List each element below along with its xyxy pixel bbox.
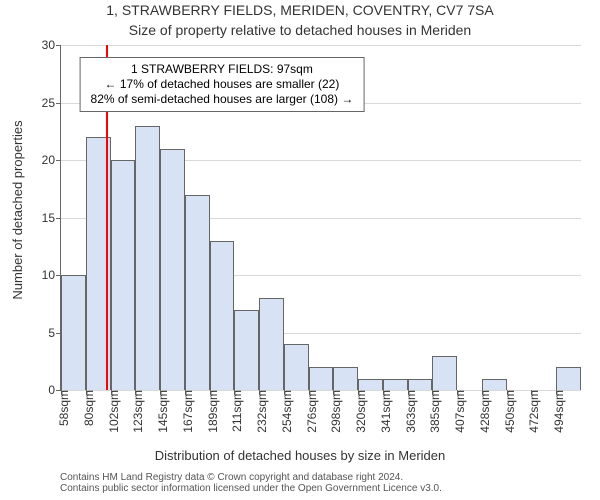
x-tick-label: 494sqm [546, 390, 566, 433]
x-tick-label: 428sqm [472, 390, 492, 433]
chart-title-line2: Size of property relative to detached ho… [0, 22, 600, 38]
bar [482, 379, 507, 391]
bar [111, 160, 136, 390]
bar [234, 310, 259, 391]
x-tick-label: 102sqm [101, 390, 121, 433]
y-tick-label: 15 [42, 211, 61, 225]
x-tick-label: 341sqm [373, 390, 393, 433]
bar [160, 149, 185, 391]
bar [259, 298, 284, 390]
x-axis-label: Distribution of detached houses by size … [0, 448, 600, 463]
bar [358, 379, 383, 391]
bar [185, 195, 210, 391]
credits-line1: Contains HM Land Registry data © Crown c… [60, 472, 442, 483]
bar [432, 356, 457, 391]
x-tick-label: 232sqm [249, 390, 269, 433]
x-tick-label: 189sqm [200, 390, 220, 433]
annotation-line: 1 STRAWBERRY FIELDS: 97sqm [91, 62, 354, 77]
annotation-box: 1 STRAWBERRY FIELDS: 97sqm← 17% of detac… [80, 57, 365, 112]
plot-area: 05101520253058sqm80sqm102sqm123sqm145sqm… [60, 45, 581, 391]
x-tick-label: 472sqm [521, 390, 541, 433]
bar [383, 379, 408, 391]
x-tick-label: 58sqm [51, 390, 71, 426]
y-tick-label: 30 [42, 38, 61, 52]
bar [556, 367, 581, 390]
x-tick-label: 211sqm [224, 390, 244, 432]
credits: Contains HM Land Registry data © Crown c… [60, 472, 442, 494]
x-tick-label: 80sqm [76, 390, 96, 426]
x-tick-label: 123sqm [125, 390, 145, 433]
x-tick-label: 320sqm [348, 390, 368, 433]
chart-container: 1, STRAWBERRY FIELDS, MERIDEN, COVENTRY,… [0, 0, 600, 500]
bar [135, 126, 160, 391]
y-axis-label: Number of detached properties [10, 0, 25, 420]
x-tick-label: 276sqm [299, 390, 319, 433]
x-tick-label: 450sqm [497, 390, 517, 433]
credits-line2: Contains public sector information licen… [60, 483, 442, 494]
y-tick-label: 25 [42, 96, 61, 110]
x-tick-label: 254sqm [274, 390, 294, 433]
gridline-h [61, 45, 581, 46]
x-tick-label: 167sqm [175, 390, 195, 433]
bar [333, 367, 358, 390]
y-tick-label: 5 [48, 326, 61, 340]
annotation-line: ← 17% of detached houses are smaller (22… [91, 77, 354, 92]
x-tick-label: 363sqm [398, 390, 418, 433]
x-tick-label: 145sqm [150, 390, 170, 433]
bar [210, 241, 235, 391]
annotation-line: 82% of semi-detached houses are larger (… [91, 92, 354, 107]
bar [284, 344, 309, 390]
x-tick-label: 407sqm [447, 390, 467, 433]
bar [309, 367, 334, 390]
bar [61, 275, 86, 390]
y-tick-label: 10 [42, 268, 61, 282]
x-tick-label: 385sqm [422, 390, 442, 433]
x-tick-label: 298sqm [323, 390, 343, 433]
chart-title-line1: 1, STRAWBERRY FIELDS, MERIDEN, COVENTRY,… [0, 2, 600, 18]
y-tick-label: 20 [42, 153, 61, 167]
bar [408, 379, 433, 391]
